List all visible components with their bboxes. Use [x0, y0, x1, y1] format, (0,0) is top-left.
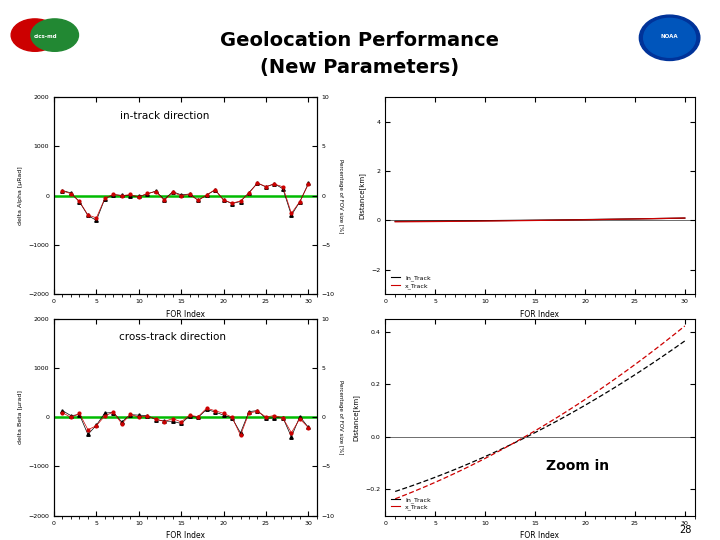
Text: 28: 28 — [679, 524, 691, 535]
Circle shape — [12, 19, 58, 51]
Y-axis label: Distance[km]: Distance[km] — [359, 172, 366, 219]
X-axis label: FOR Index: FOR Index — [166, 310, 205, 319]
Circle shape — [639, 15, 700, 60]
Circle shape — [31, 19, 78, 51]
Text: cross-track direction: cross-track direction — [119, 333, 226, 342]
Text: in-track direction: in-track direction — [120, 111, 209, 121]
Text: (New Parameters): (New Parameters) — [261, 58, 459, 77]
X-axis label: FOR Index: FOR Index — [521, 310, 559, 319]
Y-axis label: Percentage of FOV size [%]: Percentage of FOV size [%] — [338, 159, 343, 233]
Text: Zoom in: Zoom in — [546, 460, 608, 474]
Text: NOAA: NOAA — [661, 34, 678, 39]
Text: Geolocation Performance: Geolocation Performance — [220, 31, 500, 50]
X-axis label: FOR Index: FOR Index — [166, 531, 205, 540]
Y-axis label: Distance[km]: Distance[km] — [353, 394, 360, 441]
X-axis label: FOR Index: FOR Index — [521, 531, 559, 540]
Text: cics-md: cics-md — [33, 34, 57, 39]
Legend: In_Track, x_Track: In_Track, x_Track — [388, 494, 433, 512]
Y-axis label: delta Alpha [μRad]: delta Alpha [μRad] — [18, 166, 23, 225]
Y-axis label: delta Beta [μrad]: delta Beta [μrad] — [18, 390, 23, 444]
Circle shape — [644, 18, 696, 57]
Legend: In_Track, x_Track: In_Track, x_Track — [388, 273, 433, 291]
Y-axis label: Percentage of FOV size [%]: Percentage of FOV size [%] — [338, 380, 343, 454]
